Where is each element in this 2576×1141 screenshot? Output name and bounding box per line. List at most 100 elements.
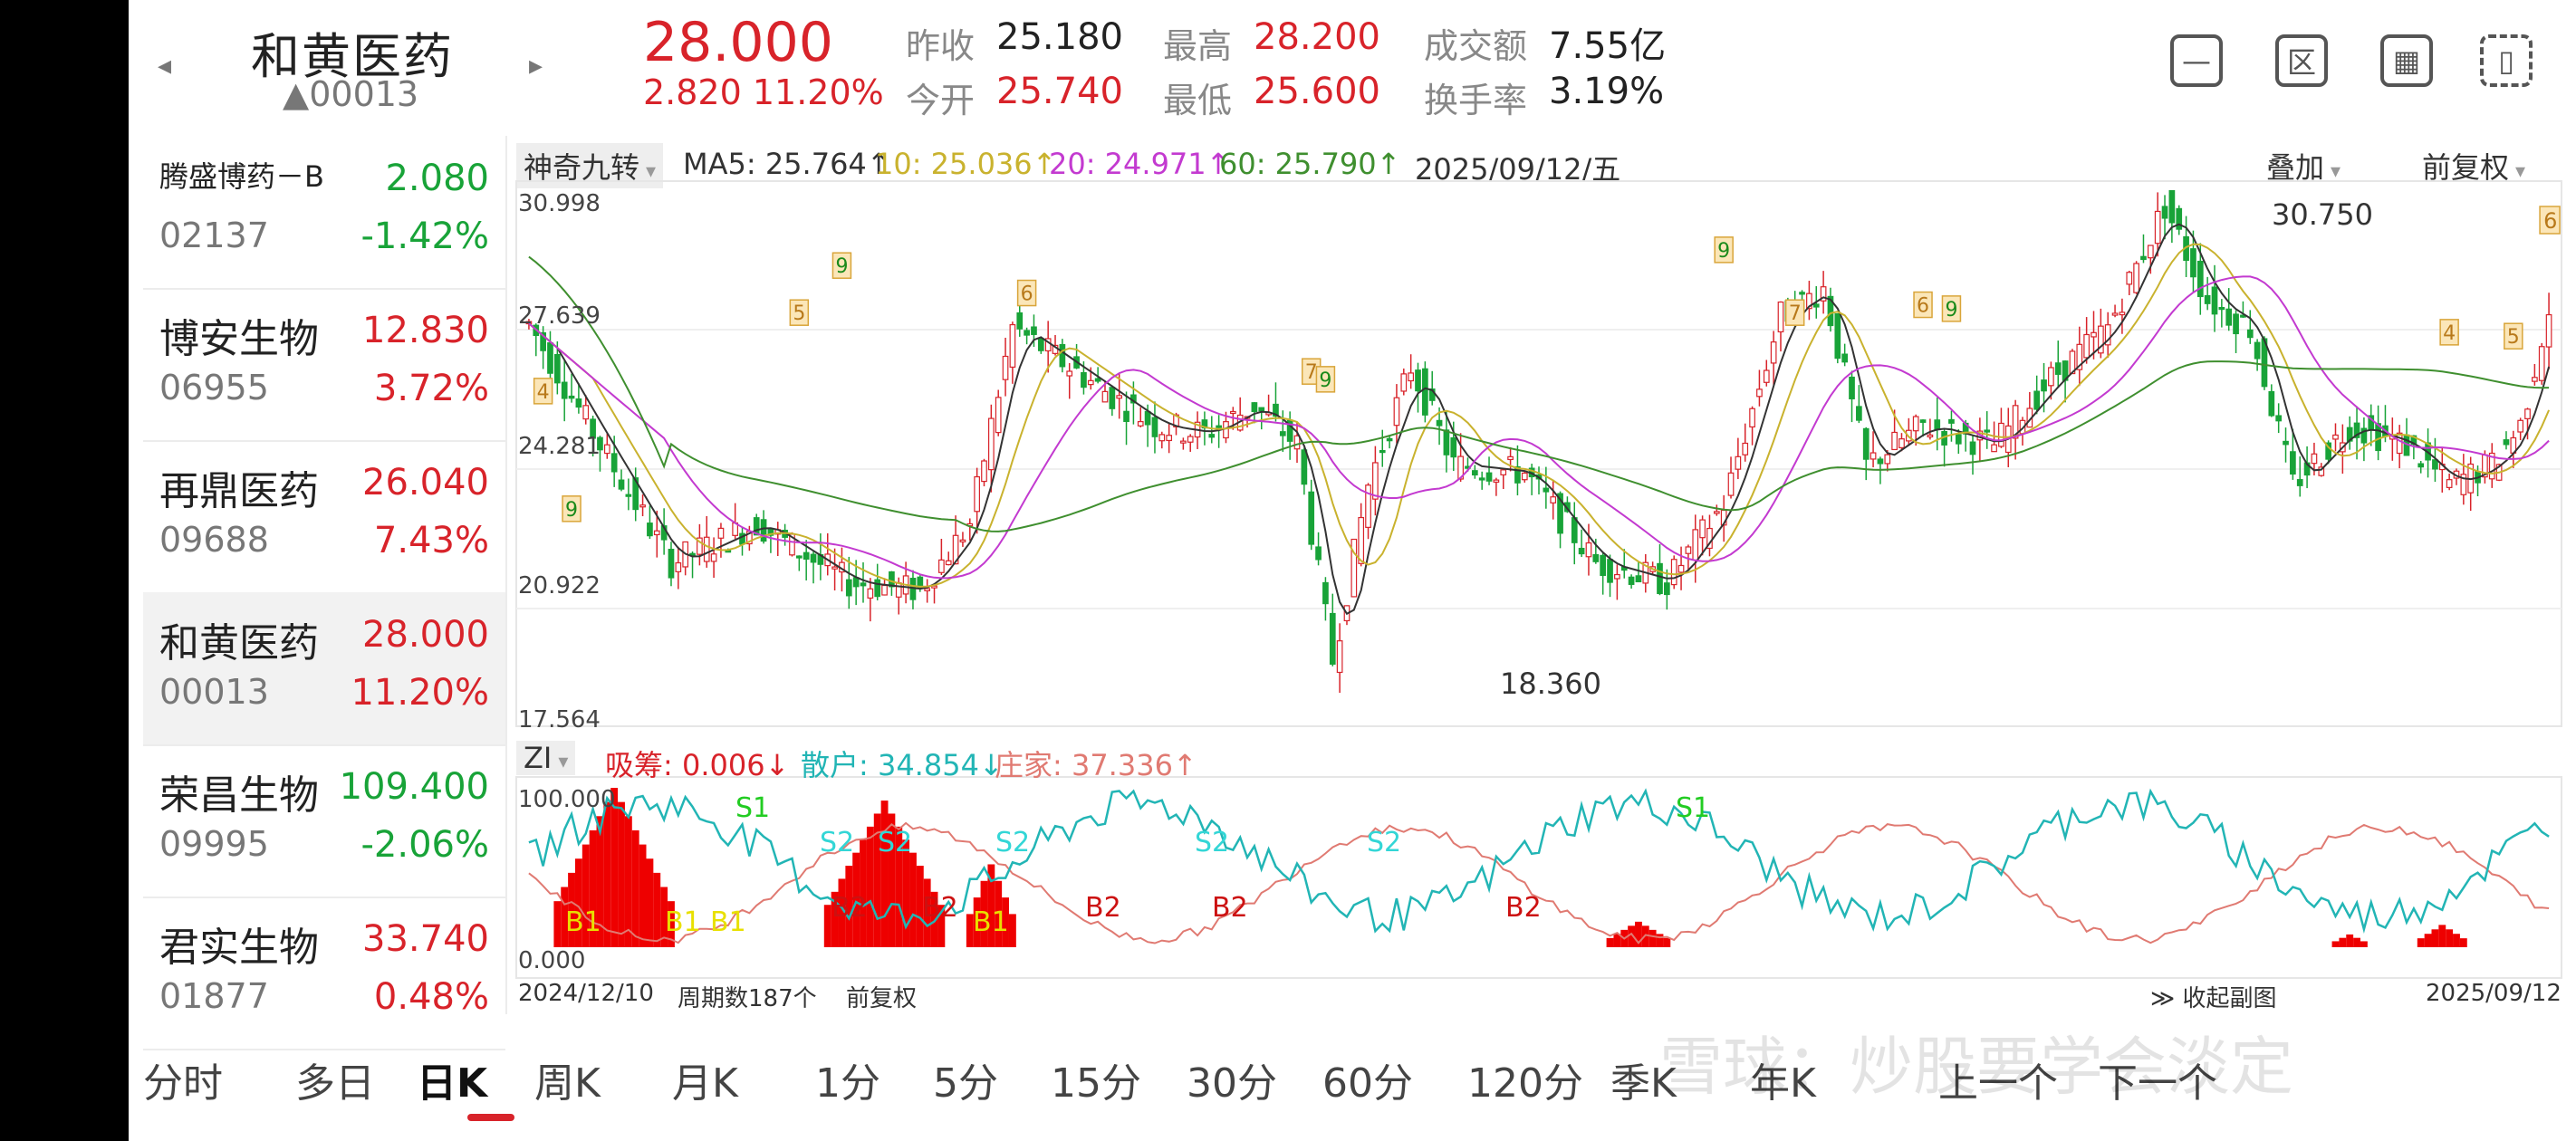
tab-3[interactable]: 周K: [534, 1060, 601, 1107]
candle-body: [1151, 417, 1158, 437]
tab-6[interactable]: 5分: [933, 1060, 998, 1107]
candle-body: [803, 551, 810, 561]
nine-turn-number: 9: [565, 499, 578, 522]
candle-body: [610, 453, 618, 473]
candle-body: [647, 523, 653, 537]
retail-legend: 散户: 34.854↓: [801, 748, 1004, 782]
candle-body: [1273, 403, 1279, 417]
absorb-bar: [2453, 934, 2460, 947]
overlay-dropdown[interactable]: 叠加 ▾: [2266, 150, 2341, 185]
signal-s2: S2: [878, 827, 912, 858]
tab-9[interactable]: 60分: [1322, 1060, 1413, 1107]
absorb-bar: [995, 880, 1003, 947]
absorb-bar: [1656, 934, 1664, 947]
tab-1[interactable]: 多日: [295, 1060, 375, 1107]
high-label: 最高: [1163, 26, 1233, 66]
ma20-line: [528, 275, 2550, 580]
tab-11[interactable]: 季K: [1610, 1060, 1677, 1107]
tab-13[interactable]: 上一个: [1938, 1060, 2058, 1107]
candle-body: [1770, 341, 1777, 364]
watchlist-item[interactable]: 荣昌生物 09995 109.400 -2.06%: [143, 744, 505, 898]
absorb-bar: [916, 866, 924, 947]
tab-12[interactable]: 年K: [1750, 1060, 1816, 1107]
tab-14[interactable]: 下一个: [2098, 1060, 2217, 1107]
candle-body: [2196, 260, 2204, 298]
rotate-screen-icon[interactable]: ▯: [2480, 34, 2533, 87]
candle-body: [1180, 440, 1187, 444]
candle-body: [1998, 422, 2004, 447]
nine-turn-number: 7: [1789, 302, 1802, 325]
signal-b2: B2: [1212, 892, 1248, 924]
signal-b2: B2: [1505, 892, 1542, 924]
y-label-bottom: 17.564: [518, 706, 601, 734]
watchlist-price: 33.740: [362, 918, 489, 960]
watchlist-item[interactable]: 再鼎医药 09688 26.040 7.43%: [143, 440, 505, 594]
absorb-bar: [880, 801, 889, 947]
watermark: 雪球：炒股要学会淡定: [1659, 1030, 2293, 1104]
absorb-bar: [582, 844, 590, 947]
y-label-3: 24.281: [518, 433, 601, 460]
candle-body: [1422, 368, 1428, 416]
candle-body: [2111, 312, 2119, 316]
last-nine-turn-marker: [2539, 206, 2561, 235]
signal-s1: S1: [1676, 792, 1710, 824]
minimize-icon[interactable]: —: [2170, 34, 2223, 87]
nine-turn-number: 4: [537, 381, 550, 404]
candle-body: [1806, 292, 1812, 310]
watchlist-sidebar: 腾盛博药－B 02137 2.080 -1.42% 博安生物 06955 12.830 3.7…: [143, 136, 507, 1050]
candle-body: [590, 418, 596, 439]
sub-y-top: 100.000: [518, 786, 616, 813]
watchlist-item[interactable]: 腾盛博药－B 02137 2.080 -1.42%: [143, 136, 505, 290]
nine-turn-number: 9: [1717, 240, 1730, 263]
tab-8[interactable]: 30分: [1187, 1060, 1277, 1107]
next-stock-arrow[interactable]: ▸: [529, 50, 543, 82]
tab-2[interactable]: 日K: [417, 1060, 488, 1107]
candle-body: [1663, 582, 1670, 596]
absorb-bar: [624, 816, 632, 947]
watchlist-name: 和黄医药: [159, 620, 319, 666]
watchlist-code: 09688: [159, 520, 269, 560]
absorb-bar: [2438, 925, 2446, 947]
candle-body: [1749, 408, 1755, 428]
end-date: 2025/09/12: [2426, 980, 2562, 1007]
candle-body: [1393, 397, 1400, 427]
candle-body: [1081, 371, 1087, 388]
candle-body: [1329, 612, 1336, 665]
watchlist-item[interactable]: 和黄医药 00013 28.000 11.20%: [143, 592, 505, 746]
candle-body: [2396, 432, 2403, 455]
candle-body: [1927, 434, 1934, 438]
watchlist-item[interactable]: 博安生物 06955 12.830 3.72%: [143, 288, 505, 442]
tab-7[interactable]: 15分: [1051, 1060, 1141, 1107]
tab-10[interactable]: 120分: [1467, 1060, 1583, 1107]
watchlist-price: 2.080: [385, 158, 489, 199]
chart-panel-icon[interactable]: ▦: [2380, 34, 2433, 87]
candle-body: [881, 584, 888, 596]
candle-body: [760, 519, 767, 542]
candle-body: [1934, 419, 1941, 431]
watchlist-change: 3.72%: [373, 368, 489, 409]
candle-body: [1614, 573, 1620, 580]
watchlist-item[interactable]: 君实生物 01877 33.740 0.48%: [143, 896, 505, 1050]
tab-0[interactable]: 分时: [143, 1060, 223, 1107]
zone-icon[interactable]: 区: [2275, 34, 2328, 87]
collapse-subchart-button[interactable]: ≫ 收起副图: [2150, 985, 2277, 1012]
candle-body: [2083, 333, 2091, 359]
candle-body: [1955, 434, 1962, 445]
candle-body: [1037, 338, 1044, 351]
candle-body: [1187, 436, 1194, 443]
sub-indicator-selector[interactable]: ZI ▾: [516, 741, 576, 775]
candle-body: [2460, 474, 2467, 495]
candle-body: [1308, 491, 1315, 545]
candle-body: [1735, 455, 1742, 470]
prev-stock-arrow[interactable]: ◂: [158, 50, 172, 82]
candle-body: [1514, 465, 1521, 484]
candle-body: [697, 537, 703, 555]
watchlist-code: 06955: [159, 368, 269, 408]
nine-turn-marker: [789, 299, 810, 326]
candle-body: [1258, 407, 1265, 412]
tab-4[interactable]: 月K: [672, 1060, 738, 1107]
candle-body: [1293, 435, 1301, 450]
tab-5[interactable]: 1分: [815, 1060, 880, 1107]
adjust-dropdown[interactable]: 前复权 ▾: [2422, 150, 2526, 185]
